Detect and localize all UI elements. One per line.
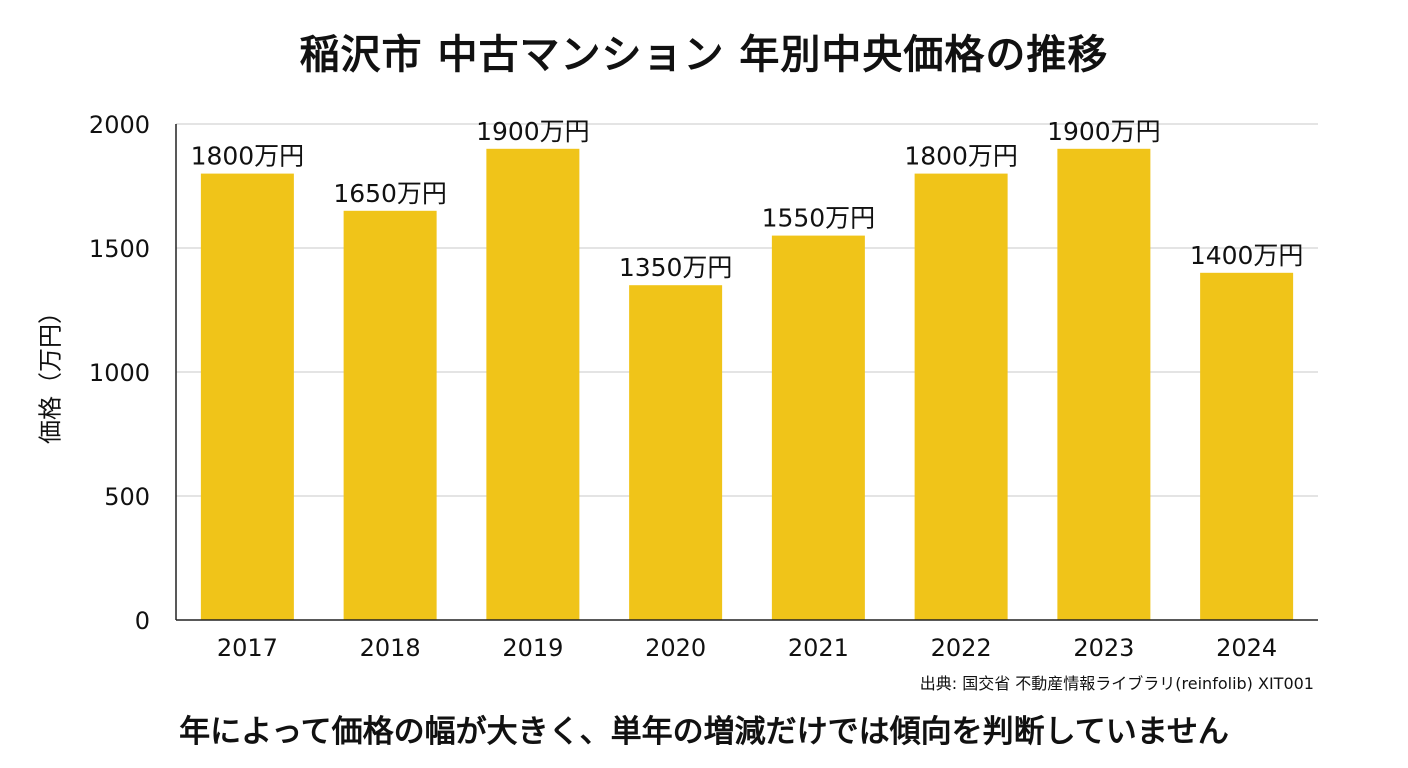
footer-caption: 年によって価格の幅が大きく、単年の増減だけでは傾向を判断していません (179, 714, 1229, 750)
data-label-2019: 1900万円 (476, 117, 590, 146)
bar-2021 (771, 235, 865, 620)
bar-2017 (200, 173, 294, 620)
data-label-2023: 1900万円 (1047, 117, 1161, 146)
bar-2019 (486, 148, 580, 621)
y-tick-label-0: 0 (135, 607, 150, 635)
y-tick-label-1000: 1000 (89, 359, 150, 387)
x-tick-label-2019: 2019 (502, 634, 563, 662)
data-label-2021: 1550万円 (762, 204, 876, 233)
y-tick-label-1500: 1500 (89, 235, 150, 263)
x-tick-label-2021: 2021 (788, 634, 849, 662)
y-tick-label-500: 500 (104, 483, 150, 511)
x-tick-label-2020: 2020 (645, 634, 706, 662)
x-tick-label-2018: 2018 (360, 634, 421, 662)
chart-title: 稲沢市 中古マンション 年別中央価格の推移 (299, 32, 1109, 78)
data-label-2020: 1350万円 (619, 253, 733, 282)
bar-2024 (1200, 272, 1294, 620)
y-tick-label-2000: 2000 (89, 111, 150, 139)
data-label-2018: 1650万円 (333, 179, 447, 208)
x-tick-label-2017: 2017 (217, 634, 278, 662)
bar-2018 (343, 210, 437, 621)
x-tick-label-2024: 2024 (1216, 634, 1277, 662)
bar-2020 (629, 285, 723, 620)
x-tick-label-2023: 2023 (1073, 634, 1134, 662)
data-label-2022: 1800万円 (904, 142, 1018, 171)
bar-2023 (1057, 148, 1151, 621)
x-tick-label-2022: 2022 (931, 634, 992, 662)
data-label-2024: 1400万円 (1190, 241, 1304, 270)
source-note: 出典: 国交省 不動産情報ライブラリ(reinfolib) XIT001 (919, 674, 1314, 693)
bar-2022 (914, 173, 1008, 620)
data-label-2017: 1800万円 (191, 142, 305, 171)
